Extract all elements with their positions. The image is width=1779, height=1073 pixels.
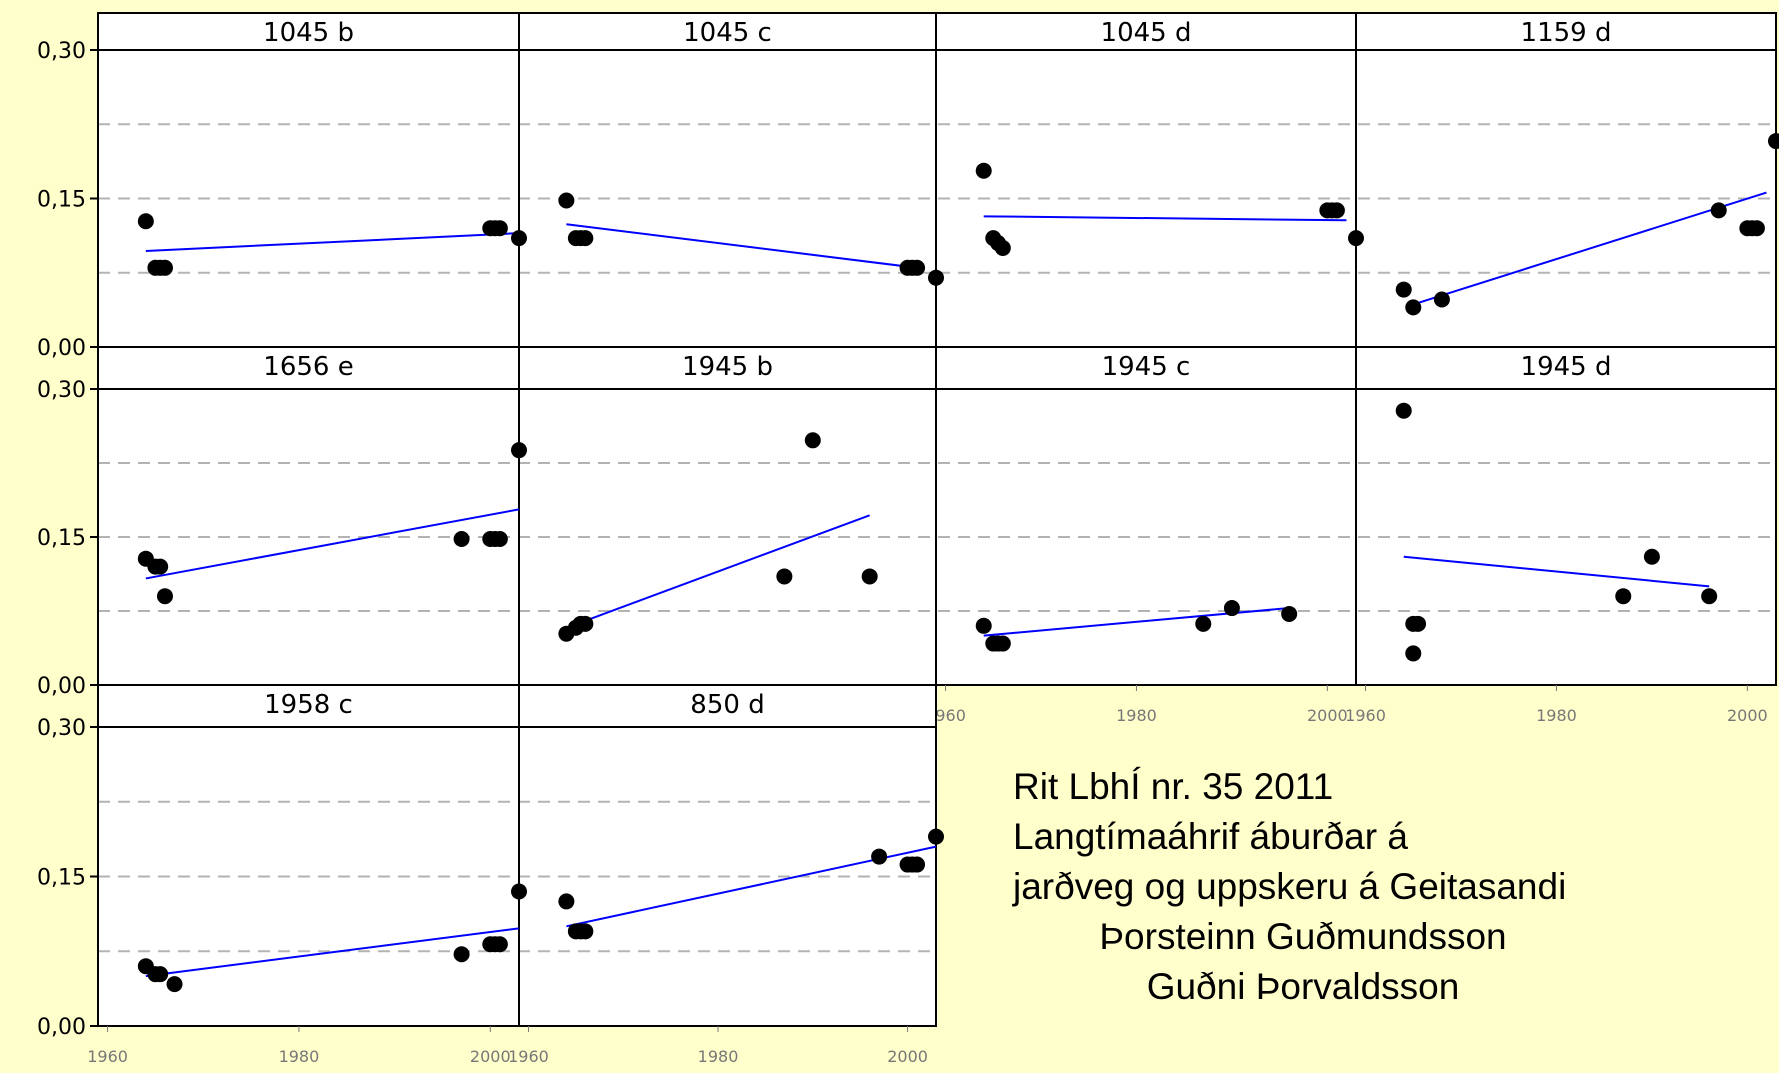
data-point (156, 259, 173, 276)
data-point (1433, 291, 1450, 308)
data-point (166, 976, 183, 993)
data-point (1223, 600, 1240, 617)
data-point (928, 269, 944, 286)
data-point (871, 848, 888, 865)
caption-block: Rit LbhÍ nr. 35 2011 Langtímaáhrif áburð… (1013, 762, 1743, 1012)
data-point (1768, 133, 1779, 150)
data-point (1395, 281, 1412, 298)
x-tick-label: 1960 (508, 1047, 549, 1066)
data-point (804, 432, 821, 449)
y-tick-label: 0,15 (37, 188, 86, 213)
data-point (152, 966, 169, 983)
x-tick-label: 1980 (698, 1047, 739, 1066)
data-point (1410, 615, 1427, 632)
x-tick-label: 2000 (1307, 706, 1348, 725)
data-point (994, 240, 1011, 256)
data-point (975, 617, 992, 634)
data-point (511, 442, 527, 459)
data-point (1405, 645, 1422, 662)
caption-publication: Rit LbhÍ nr. 35 2011 (1013, 766, 1334, 807)
panel-row-border (97, 684, 937, 1027)
data-point (491, 936, 508, 953)
data-point (1701, 588, 1718, 605)
panel-title: 850 d (690, 690, 764, 720)
fit-line (145, 927, 520, 978)
y-tick-label: 0,00 (37, 336, 86, 361)
fit-line (145, 232, 520, 252)
data-point (1348, 230, 1364, 247)
x-tick-label: 2000 (1727, 706, 1768, 725)
data-point (511, 883, 527, 900)
x-tick-label: 1960 (87, 1047, 128, 1066)
data-point (1643, 548, 1660, 565)
data-point (453, 530, 470, 547)
data-point (577, 923, 594, 940)
data-point (558, 192, 575, 209)
x-tick-label: 2000 (887, 1047, 928, 1066)
y-tick-label: 0,30 (37, 39, 86, 64)
caption-title-line-1: Langtímaáhrif áburðar á (1013, 816, 1408, 857)
data-point (137, 213, 154, 230)
data-point (1328, 202, 1345, 219)
fit-line (1403, 555, 1710, 588)
data-point (511, 230, 527, 247)
data-point (861, 568, 878, 585)
panel-title: 1045 b (263, 18, 354, 48)
x-tick-label: 1980 (279, 1047, 320, 1066)
data-point (1748, 220, 1765, 237)
data-point (491, 530, 508, 547)
y-tick-label: 0,15 (37, 526, 86, 551)
data-point (928, 828, 944, 845)
caption-title-line-2: jarðveg og uppskeru á Geitasandi (1013, 866, 1567, 907)
data-point (453, 946, 470, 963)
data-point (909, 856, 926, 873)
panel-title: 1045 c (683, 18, 772, 48)
x-tick-label: 1980 (1116, 706, 1157, 725)
x-tick-label: 2000 (470, 1047, 511, 1066)
caption-author-1: Þorsteinn Guðmundsson (1099, 916, 1507, 957)
y-tick-label: 0,00 (37, 674, 86, 699)
fit-line (566, 514, 871, 629)
panel-title: 1945 b (682, 352, 773, 382)
y-tick-label: 0,30 (37, 378, 86, 403)
panel-title: 1958 c (264, 690, 353, 720)
x-tick-label: 1980 (1536, 706, 1577, 725)
data-point (909, 259, 926, 276)
data-point (1195, 615, 1212, 632)
data-point (994, 635, 1011, 652)
panel-title: 1945 c (1102, 352, 1191, 382)
fit-line (983, 215, 1347, 222)
panel-title: 1656 e (263, 352, 353, 382)
panel-title: 1045 d (1101, 18, 1192, 48)
data-point (152, 558, 169, 575)
data-point (975, 162, 992, 179)
data-point (491, 220, 508, 237)
data-point (1281, 605, 1298, 622)
data-point (776, 568, 793, 585)
panel-title: 1945 d (1521, 352, 1612, 382)
panel-row-background (98, 685, 936, 1026)
data-point (1395, 402, 1412, 419)
fit-line (566, 223, 918, 269)
caption-author-2: Guðni Þorvaldsson (1146, 966, 1460, 1007)
y-tick-label: 0,15 (37, 866, 86, 891)
data-point (1405, 299, 1422, 316)
data-point (156, 588, 173, 605)
data-point (558, 893, 575, 910)
fit-line (145, 508, 520, 580)
data-point (577, 230, 594, 247)
data-point (577, 615, 594, 632)
y-tick-label: 0,00 (37, 1015, 86, 1040)
fit-line (1412, 191, 1767, 306)
panel-title: 1159 d (1521, 18, 1612, 48)
x-tick-label: 1960 (1345, 706, 1386, 725)
data-point (1710, 202, 1727, 219)
y-tick-label: 0,30 (37, 716, 86, 741)
data-point (1615, 588, 1632, 605)
